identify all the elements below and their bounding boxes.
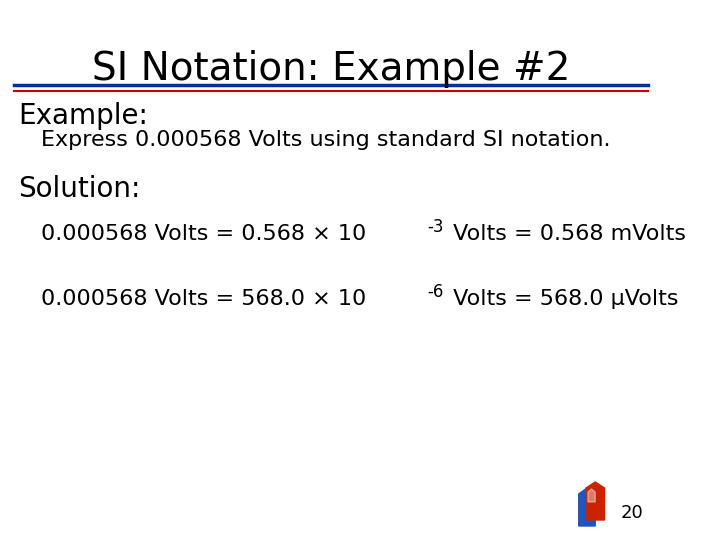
Text: Example:: Example: xyxy=(19,102,148,130)
Text: 0.000568 Volts = 568.0 × 10: 0.000568 Volts = 568.0 × 10 xyxy=(41,289,366,309)
Text: Solution:: Solution: xyxy=(19,175,140,203)
Text: -6: -6 xyxy=(427,283,444,301)
Text: Express 0.000568 Volts using standard SI notation.: Express 0.000568 Volts using standard SI… xyxy=(41,130,611,150)
Text: 20: 20 xyxy=(620,504,643,522)
Text: SI Notation: Example #2: SI Notation: Example #2 xyxy=(91,50,570,88)
Text: 0.000568 Volts = 0.568 × 10: 0.000568 Volts = 0.568 × 10 xyxy=(41,224,366,244)
Polygon shape xyxy=(588,489,595,502)
Polygon shape xyxy=(586,482,604,520)
Text: Volts = 568.0 μVolts: Volts = 568.0 μVolts xyxy=(446,289,679,309)
Text: Volts = 0.568 mVolts: Volts = 0.568 mVolts xyxy=(446,224,686,244)
Polygon shape xyxy=(579,488,595,526)
Text: -3: -3 xyxy=(427,218,444,236)
